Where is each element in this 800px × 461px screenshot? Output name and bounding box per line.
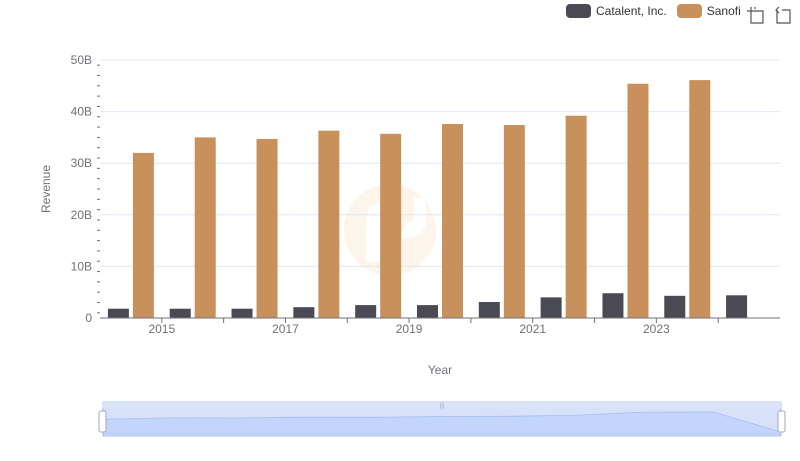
- bar-catalent: [540, 297, 562, 318]
- bar-catalent: [726, 295, 748, 318]
- legend-label: Catalent, Inc.: [596, 4, 667, 18]
- datazoom-top-bar[interactable]: [103, 402, 781, 408]
- y-tick-label: 0: [85, 311, 92, 325]
- x-axis-title: Year: [428, 363, 452, 377]
- bar-sanofi: [627, 83, 649, 319]
- bar-catalent: [664, 295, 686, 318]
- legend-swatch: [676, 4, 702, 18]
- bar-sanofi: [132, 152, 154, 318]
- y-axis: 0 10B 20B 30B 40B 50B: [71, 53, 100, 325]
- y-tick-label: 10B: [71, 259, 92, 273]
- y-tick-label: 20B: [71, 208, 92, 222]
- legend: Catalent, Inc. Sanofi: [566, 4, 751, 18]
- x-tick-label: 2019: [396, 322, 423, 336]
- restore-icon[interactable]: [773, 6, 791, 24]
- bars: [107, 80, 748, 319]
- y-tick-label: 50B: [71, 53, 92, 67]
- legend-swatch: [566, 4, 591, 18]
- legend-item-catalent[interactable]: Catalent, Inc.: [566, 4, 667, 18]
- x-tick-label: 2015: [148, 322, 175, 336]
- datazoom-preview-area: [102, 411, 782, 435]
- x-tick-label: 2021: [519, 322, 546, 336]
- bar-catalent: [355, 305, 377, 318]
- x-axis: 2015 2017 2019 2021 2023: [100, 317, 780, 336]
- y-tick-label: 30B: [71, 156, 92, 170]
- bar-sanofi: [380, 133, 402, 318]
- bar-catalent: [417, 305, 438, 318]
- bar-catalent: [107, 308, 129, 318]
- datazoom-handle-right[interactable]: [777, 410, 786, 433]
- bar-sanofi: [689, 80, 711, 319]
- bar-sanofi: [565, 115, 587, 318]
- legend-label: Sanofi: [706, 4, 741, 18]
- x-tick-label: 2017: [272, 322, 299, 336]
- datazoom-grip-icon[interactable]: |||: [440, 403, 445, 409]
- bar-catalent: [231, 308, 253, 318]
- bar-catalent: [478, 302, 500, 318]
- bar-catalent: [293, 307, 315, 318]
- datazoom-handle-left[interactable]: [98, 410, 107, 433]
- bar-sanofi: [503, 125, 525, 319]
- y-axis-title: Revenue: [39, 165, 53, 213]
- legend-item-sanofi[interactable]: Sanofi: [676, 4, 741, 18]
- bar-sanofi: [318, 130, 340, 318]
- datazoom-slider[interactable]: |||: [98, 401, 786, 437]
- bar-catalent: [602, 293, 624, 318]
- bar-catalent: [169, 308, 191, 318]
- bar-sanofi: [256, 138, 278, 318]
- zoom-icon[interactable]: [746, 6, 764, 24]
- bar-sanofi: [194, 137, 216, 318]
- x-tick-label: 2023: [643, 322, 670, 336]
- bar-sanofi: [442, 123, 463, 318]
- y-tick-label: 40B: [71, 105, 92, 119]
